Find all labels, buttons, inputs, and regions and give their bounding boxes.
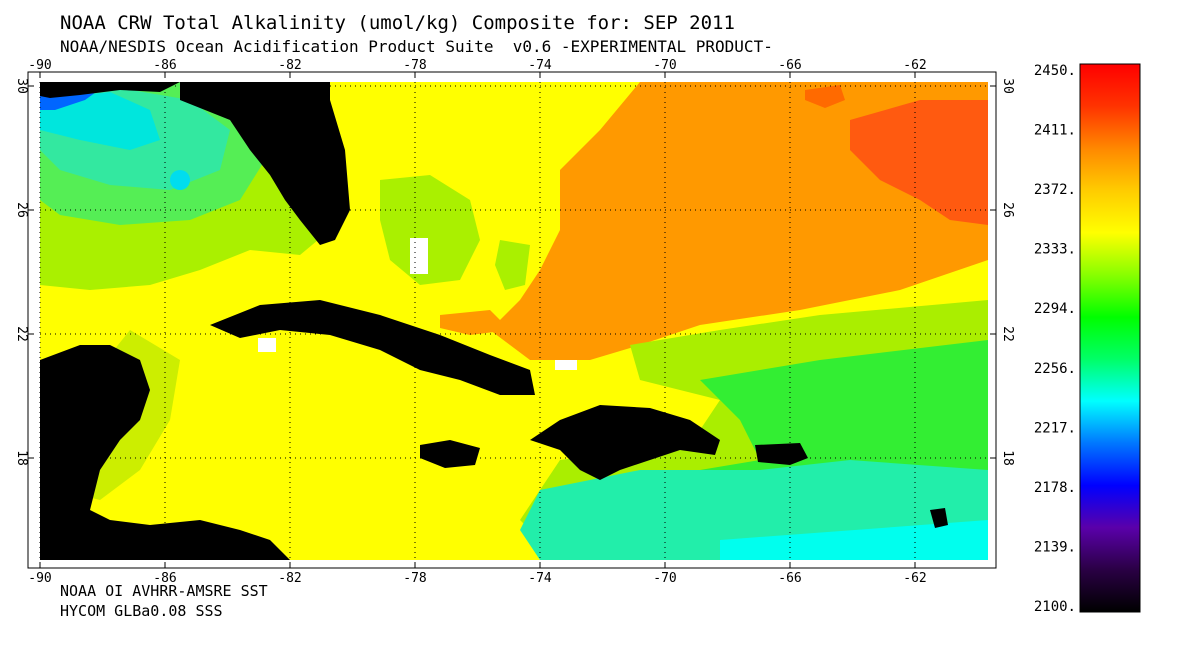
source-sss: HYCOM GLBa0.08 SSS xyxy=(60,602,223,620)
lon-ticks-top: -90 -86 -82 -78 -74 -70 -66 -62 xyxy=(28,58,927,78)
colorbar-label: 2294. xyxy=(1034,301,1076,317)
hispaniola-land xyxy=(530,405,720,480)
lon-tick-label: -70 xyxy=(653,571,676,586)
map-area xyxy=(39,82,988,560)
lon-tick-label: -82 xyxy=(278,58,301,73)
colorbar-label: 2178. xyxy=(1034,480,1076,496)
lon-tick-label: -70 xyxy=(653,58,676,73)
lat-tick-label: 18 xyxy=(1000,450,1015,466)
lat-tick-label: 26 xyxy=(1000,202,1015,218)
florida-land xyxy=(180,82,350,245)
map-subtitle: NOAA/NESDIS Ocean Acidification Product … xyxy=(60,37,773,56)
bahamas-green-2 xyxy=(495,240,530,290)
lon-tick-label: -78 xyxy=(403,58,426,73)
lat-tick-label: 22 xyxy=(14,326,29,342)
lon-tick-label: -62 xyxy=(903,571,926,586)
map-title: NOAA CRW Total Alkalinity (umol/kg) Comp… xyxy=(60,12,735,34)
lat-ticks-right: 30 26 22 18 xyxy=(990,78,1015,466)
lat-tick-label: 30 xyxy=(14,78,29,94)
gulf-cyan-spot xyxy=(170,170,190,190)
atlantic-orange-spot xyxy=(805,85,845,108)
colorbar-label: 2411. xyxy=(1034,123,1076,139)
colorbar-label: 2450. xyxy=(1034,63,1076,79)
lon-tick-label: -74 xyxy=(528,58,552,73)
colorbar-label: 2217. xyxy=(1034,420,1076,436)
isla-juventud xyxy=(258,338,276,352)
lon-tick-label: -86 xyxy=(153,571,176,586)
lon-ticks-bottom: -90 -86 -82 -78 -74 -70 -66 -62 xyxy=(28,562,927,586)
lon-tick-label: -66 xyxy=(778,58,801,73)
inagua-island xyxy=(555,360,577,370)
cuba-land xyxy=(210,300,535,395)
colorbar-label: 2139. xyxy=(1034,539,1076,555)
andros-island xyxy=(410,238,428,274)
bahamas-green xyxy=(380,175,480,285)
lat-tick-label: 18 xyxy=(14,450,29,466)
lat-tick-label: 30 xyxy=(1000,78,1015,94)
central-america-land xyxy=(40,345,290,560)
colorbar xyxy=(1079,63,1141,613)
atlantic-red-orange-region xyxy=(850,100,988,225)
jamaica-land xyxy=(420,440,480,468)
lon-tick-label: -66 xyxy=(778,571,801,586)
lesser-antilles-land xyxy=(930,508,948,528)
lon-tick-label: -78 xyxy=(403,571,426,586)
gulf-cyan-region xyxy=(40,92,160,150)
lon-tick-label: -90 xyxy=(28,571,51,586)
lon-tick-label: -86 xyxy=(153,58,176,73)
graticule xyxy=(39,82,988,560)
source-sst: NOAA OI AVHRR-AMSRE SST xyxy=(60,582,268,600)
south-caribbean-cyan xyxy=(720,520,988,560)
puerto-rico-land xyxy=(755,443,808,465)
colorbar-label: 2100. xyxy=(1034,599,1076,615)
colorbar-label: 2333. xyxy=(1034,242,1076,258)
lon-tick-label: -62 xyxy=(903,58,926,73)
lon-tick-label: -90 xyxy=(28,58,51,73)
bahamas-orange-patch xyxy=(440,310,510,335)
colorbar-label: 2372. xyxy=(1034,182,1076,198)
lat-tick-label: 22 xyxy=(1000,326,1015,342)
lat-tick-label: 26 xyxy=(14,202,29,218)
lat-ticks-left: 30 26 22 18 xyxy=(14,78,34,466)
lon-tick-label: -82 xyxy=(278,571,301,586)
colorbar-labels: 2450. 2411. 2372. 2333. 2294. 2256. 2217. 2178.… xyxy=(1034,63,1076,615)
colorbar-label: 2256. xyxy=(1034,361,1076,377)
lon-tick-label: -74 xyxy=(528,571,552,586)
